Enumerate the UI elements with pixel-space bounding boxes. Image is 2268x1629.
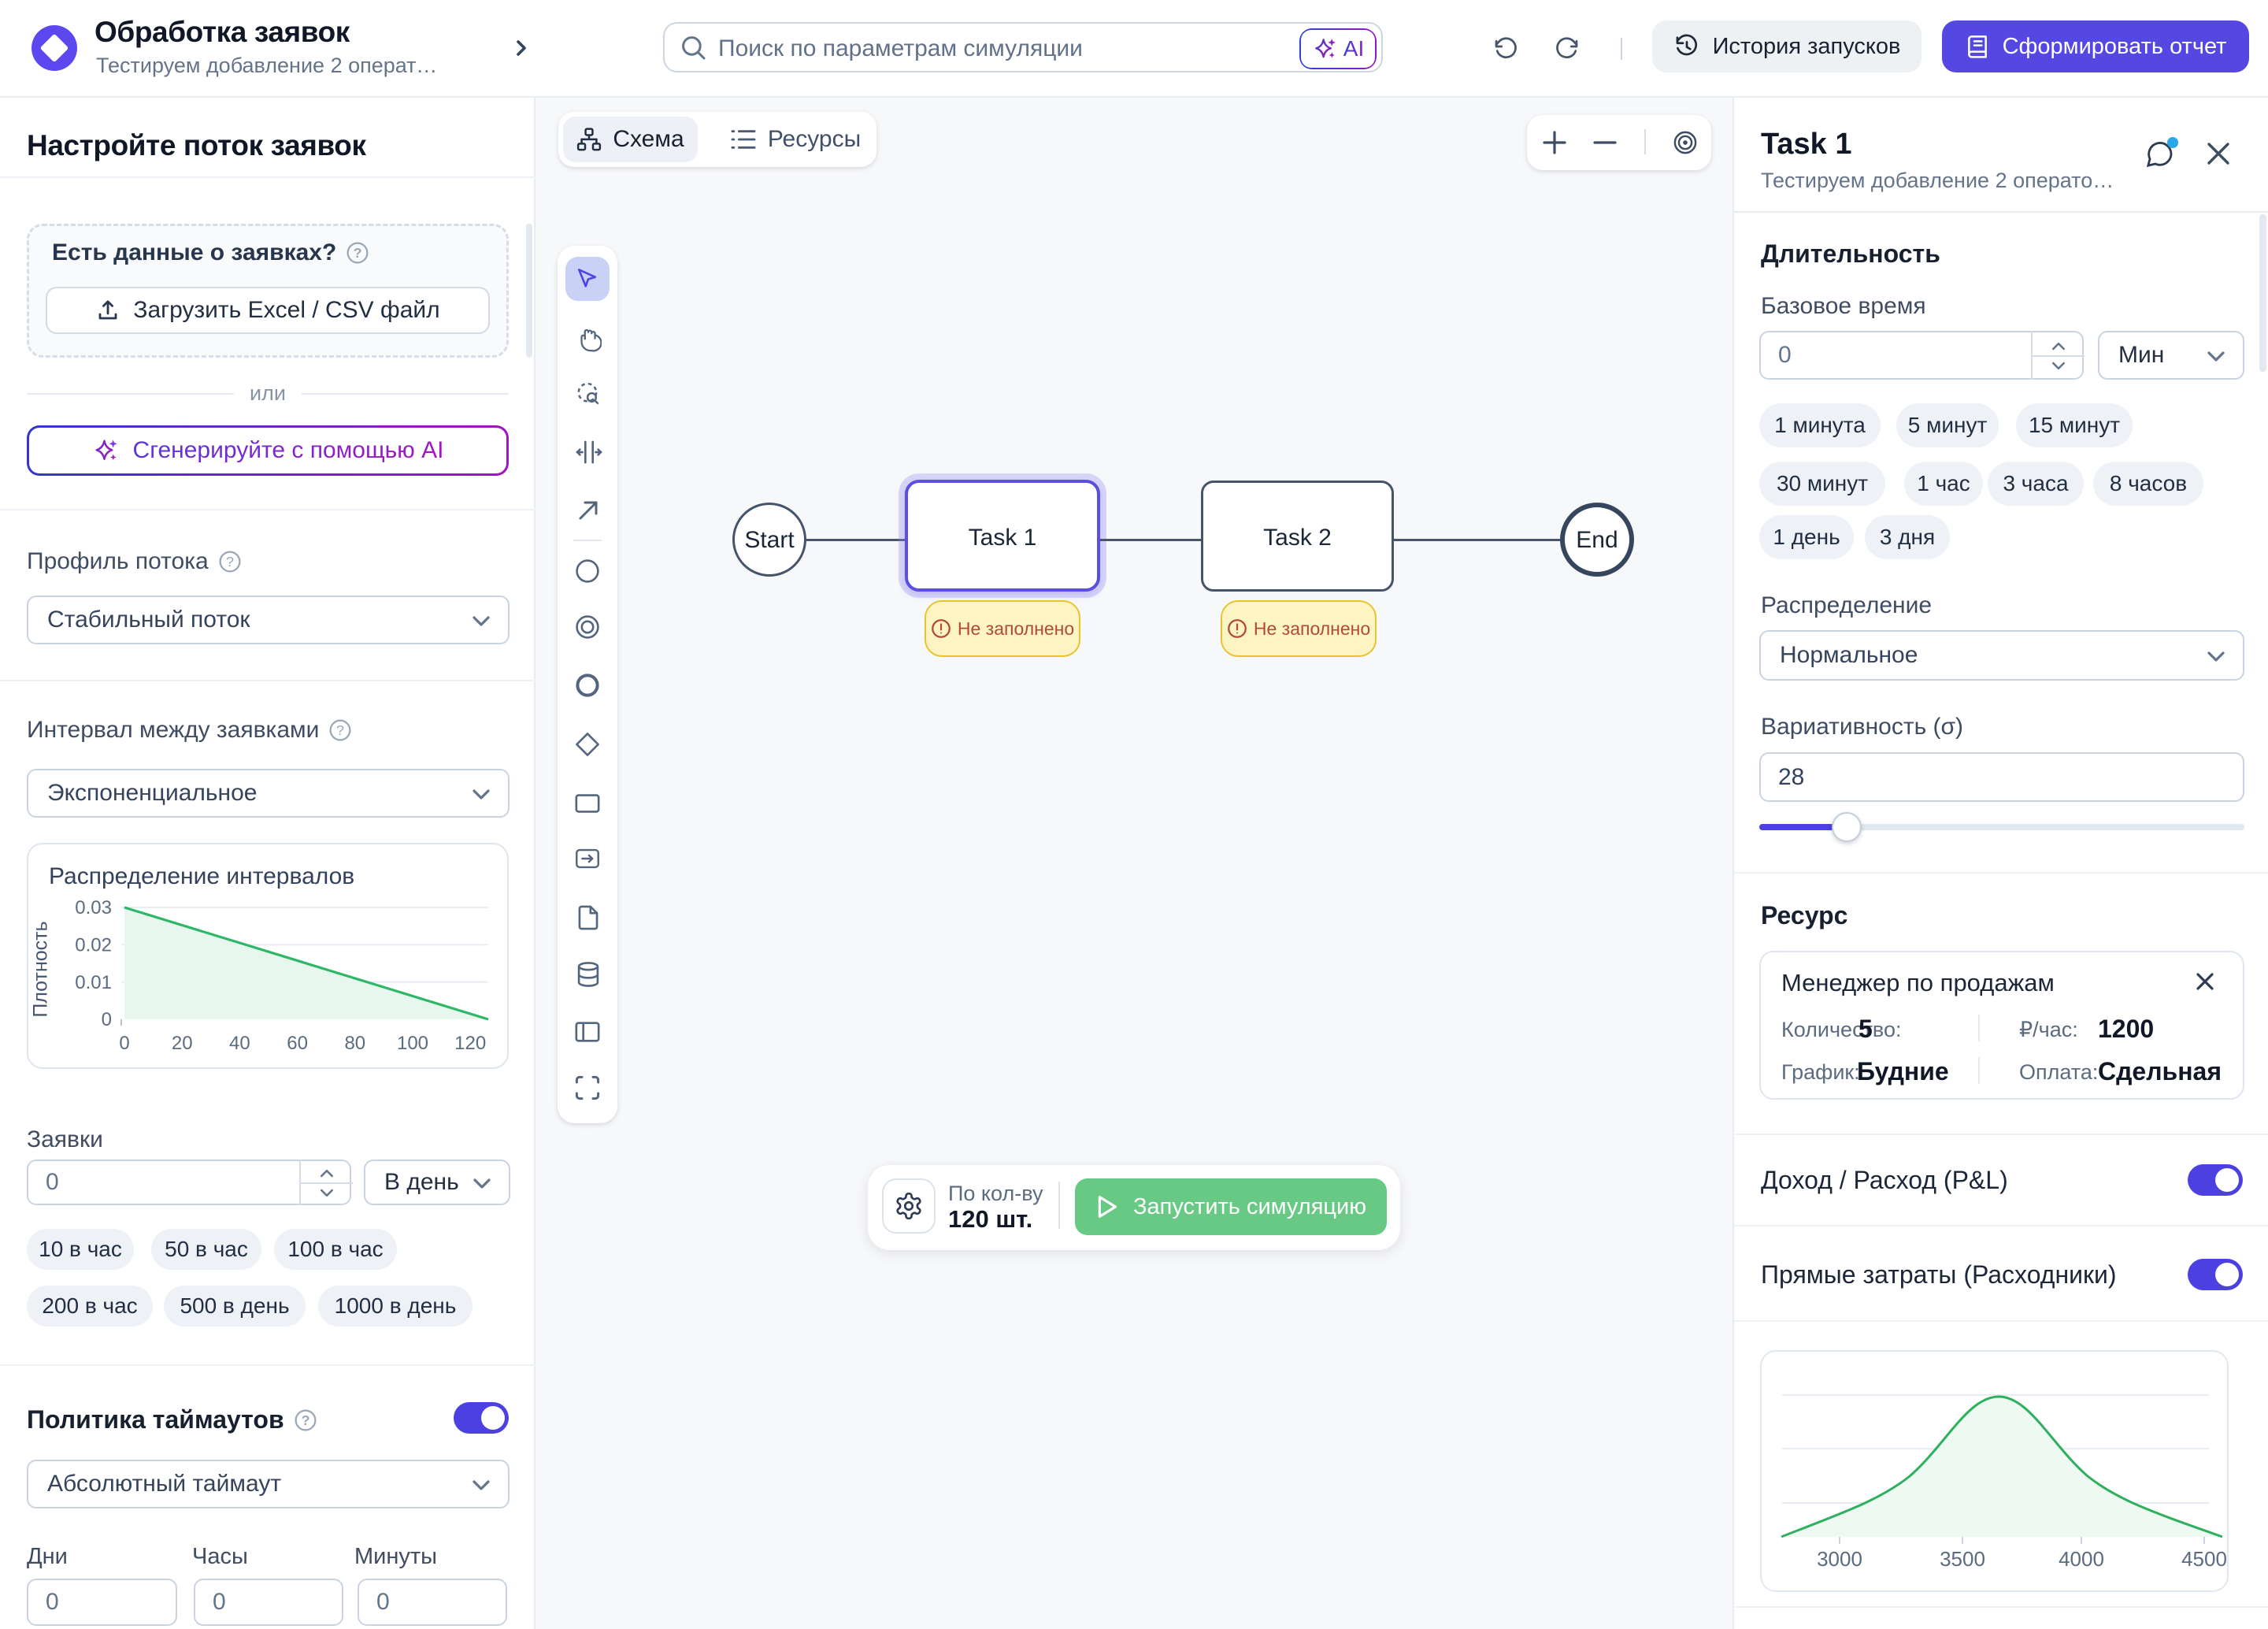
svg-text:20: 20: [172, 1033, 193, 1054]
svg-text:60: 60: [287, 1033, 308, 1054]
svg-text:100: 100: [397, 1033, 428, 1054]
svg-text:3500: 3500: [1940, 1547, 1985, 1571]
svg-text:0.02: 0.02: [75, 934, 112, 956]
svg-text:?: ?: [226, 554, 234, 570]
svg-text:4000: 4000: [2059, 1547, 2104, 1571]
svg-text:0: 0: [102, 1009, 112, 1030]
svg-text:0: 0: [119, 1033, 129, 1054]
svg-text:?: ?: [336, 722, 344, 738]
svg-text:120: 120: [454, 1033, 486, 1054]
svg-text:?: ?: [354, 245, 362, 261]
svg-text:0.01: 0.01: [75, 972, 112, 993]
svg-text:80: 80: [344, 1033, 365, 1054]
svg-text:3000: 3000: [1817, 1547, 1862, 1571]
svg-text:?: ?: [301, 1412, 309, 1428]
svg-text:0.03: 0.03: [75, 897, 112, 918]
svg-text:40: 40: [229, 1033, 250, 1054]
svg-text:4500: 4500: [2181, 1547, 2227, 1571]
